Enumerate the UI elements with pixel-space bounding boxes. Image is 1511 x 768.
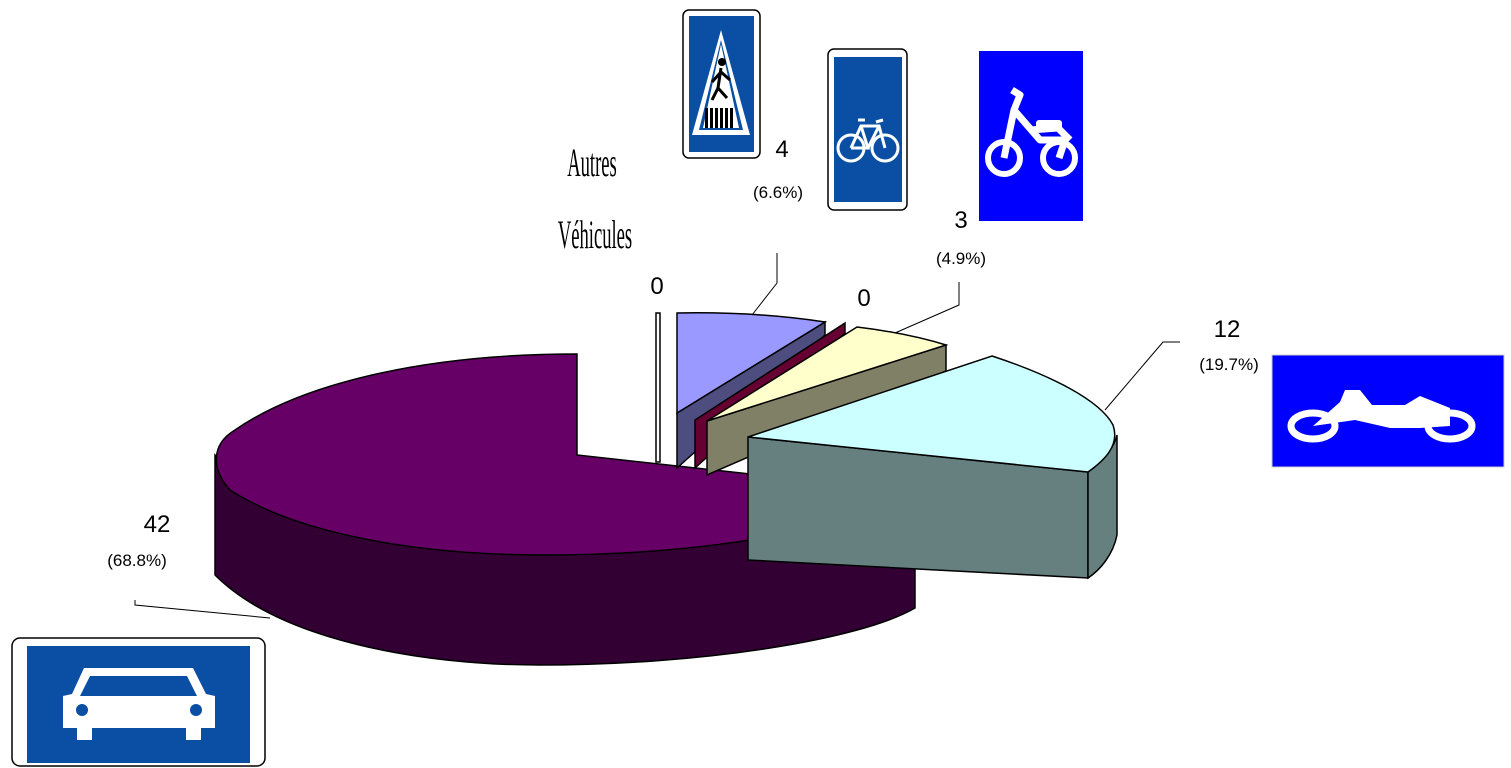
label-value-pedestrian: 4 [775, 136, 788, 163]
leader-line-moped [894, 282, 960, 334]
bicycle-sign-icon [827, 48, 908, 211]
other-vehicles-label-line1: Autres [567, 140, 617, 185]
label-percent-motorcycle: (19.7%) [1199, 355, 1259, 374]
label-value-other: 0 [650, 273, 663, 300]
label-percent-pedestrian: (6.6%) [753, 183, 803, 202]
moped-sign-icon [979, 51, 1083, 221]
label-value-moped: 3 [954, 207, 967, 234]
car-sign-icon [11, 637, 266, 767]
leader-line-car [134, 600, 271, 619]
slice-car-top [215, 353, 918, 556]
label-percent-moped: (4.9%) [936, 249, 986, 268]
slice-other-vehicles [655, 312, 661, 463]
other-vehicles-label-line2: Véhicules [558, 212, 632, 257]
label-value-motorcycle: 12 [1214, 316, 1241, 343]
leader-line-motorcycle [1104, 341, 1180, 411]
label-percent-car: (68.8%) [107, 551, 167, 570]
motorcycle-sign-icon [1271, 354, 1505, 468]
leader-line-pedestrian [751, 253, 778, 316]
label-value-car: 42 [144, 511, 171, 538]
slice-moped-top [706, 326, 949, 422]
pedestrian-sign-icon [682, 9, 761, 159]
slice-pedestrian-top [676, 312, 828, 415]
label-value-bicycle: 0 [857, 285, 870, 312]
slice-motorcycle-top [747, 355, 1116, 473]
